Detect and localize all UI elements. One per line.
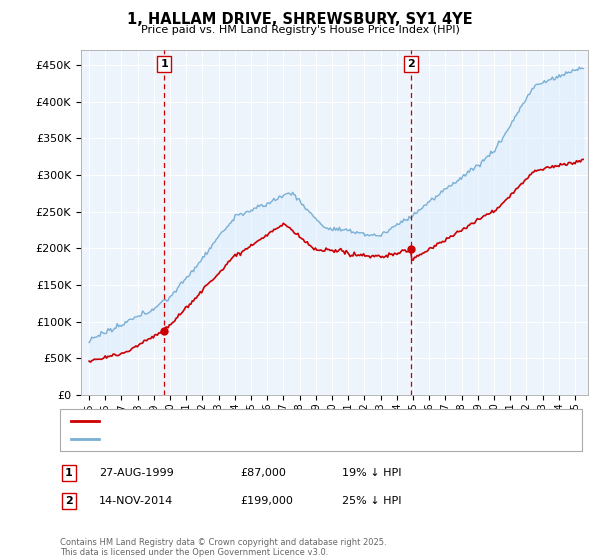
Text: 1: 1 (161, 59, 168, 69)
Text: 1: 1 (65, 468, 73, 478)
Text: 1, HALLAM DRIVE, SHREWSBURY, SY1 4YE (detached house): 1, HALLAM DRIVE, SHREWSBURY, SY1 4YE (de… (105, 416, 418, 426)
Text: 14-NOV-2014: 14-NOV-2014 (99, 496, 173, 506)
Text: 1, HALLAM DRIVE, SHREWSBURY, SY1 4YE: 1, HALLAM DRIVE, SHREWSBURY, SY1 4YE (127, 12, 473, 27)
Text: 2: 2 (65, 496, 73, 506)
Text: £199,000: £199,000 (240, 496, 293, 506)
Text: Price paid vs. HM Land Registry's House Price Index (HPI): Price paid vs. HM Land Registry's House … (140, 25, 460, 35)
Text: 19% ↓ HPI: 19% ↓ HPI (342, 468, 401, 478)
Text: £87,000: £87,000 (240, 468, 286, 478)
Text: 25% ↓ HPI: 25% ↓ HPI (342, 496, 401, 506)
Text: HPI: Average price, detached house, Shropshire: HPI: Average price, detached house, Shro… (105, 434, 354, 444)
Text: 27-AUG-1999: 27-AUG-1999 (99, 468, 174, 478)
Text: 2: 2 (407, 59, 415, 69)
Text: Contains HM Land Registry data © Crown copyright and database right 2025.
This d: Contains HM Land Registry data © Crown c… (60, 538, 386, 557)
